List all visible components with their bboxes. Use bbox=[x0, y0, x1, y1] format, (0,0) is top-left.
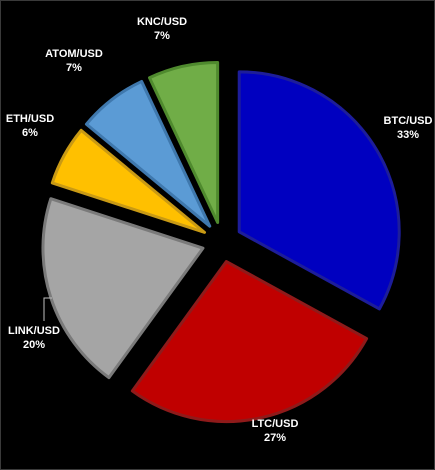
pie-labels: BTC/USD 33% LTC/USD 27% LINK/USD 20% ETH/USD 6%… bbox=[6, 16, 433, 444]
pie-slices bbox=[41, 60, 401, 423]
pie-label-ltc-usd: LTC/USD 27% bbox=[252, 418, 299, 444]
pie-slice-btc-usd bbox=[237, 70, 401, 311]
leader-lines bbox=[43, 297, 52, 321]
pie-slice-knc-usd bbox=[148, 60, 220, 224]
leader-line-link-usd bbox=[43, 297, 52, 321]
pie-label-btc-usd: BTC/USD 33% bbox=[384, 115, 433, 141]
pie-slice-atom-usd bbox=[84, 79, 212, 228]
pie-label-atom-usd: ATOM/USD 7% bbox=[45, 48, 103, 74]
pie-slice-ltc-usd bbox=[130, 260, 369, 423]
pie-label-knc-usd: KNC/USD 7% bbox=[137, 16, 187, 42]
pie-label-eth-usd: ETH/USD 6% bbox=[6, 113, 54, 139]
pie-label-link-usd: LINK/USD 20% bbox=[8, 325, 60, 351]
pie-slice-eth-usd bbox=[50, 128, 206, 234]
